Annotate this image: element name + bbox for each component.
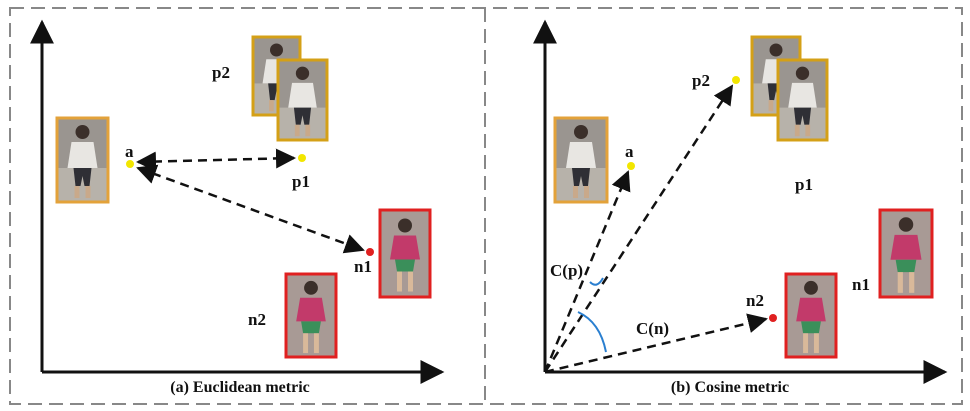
distance-an — [138, 168, 363, 250]
angle-cp — [590, 278, 603, 285]
label-cp: C(p) — [550, 261, 583, 280]
point-a — [627, 162, 635, 170]
panel-cosine: a p2 p1 n1 n2 C(p) C(n) (b) Cosine metri… — [545, 22, 945, 396]
label-n1: n1 — [852, 275, 870, 294]
label-cn: C(n) — [636, 319, 669, 338]
panel-euclidean: a p1 p2 n1 n2 (a) Euclidean metric — [42, 22, 442, 396]
image-p1 — [278, 60, 327, 140]
point-n2 — [769, 314, 777, 322]
label-p2: p2 — [212, 63, 230, 82]
point-n1 — [366, 248, 374, 256]
label-p1: p1 — [292, 172, 310, 191]
image-n1 — [880, 210, 932, 297]
caption: (b) Cosine metric — [671, 379, 789, 396]
label-a: a — [125, 142, 134, 161]
image-n2 — [286, 274, 336, 357]
label-n2: n2 — [248, 310, 266, 329]
point-p2 — [732, 76, 740, 84]
label-n1: n1 — [354, 257, 372, 276]
distance-ap — [138, 158, 294, 162]
label-n2: n2 — [746, 291, 764, 310]
point-a — [126, 160, 134, 168]
image-a — [57, 118, 108, 202]
image-n1 — [380, 210, 430, 297]
image-p1 — [778, 60, 827, 140]
label-p2: p2 — [692, 71, 710, 90]
image-a — [555, 118, 607, 202]
angle-cn — [578, 312, 606, 352]
point-p1 — [298, 154, 306, 162]
figure: a p1 p2 n1 n2 (a) Euclidean metric a p2 … — [0, 0, 970, 411]
image-n2 — [786, 274, 836, 357]
label-p1: p1 — [795, 175, 813, 194]
label-a: a — [625, 142, 634, 161]
caption: (a) Euclidean metric — [170, 379, 310, 396]
